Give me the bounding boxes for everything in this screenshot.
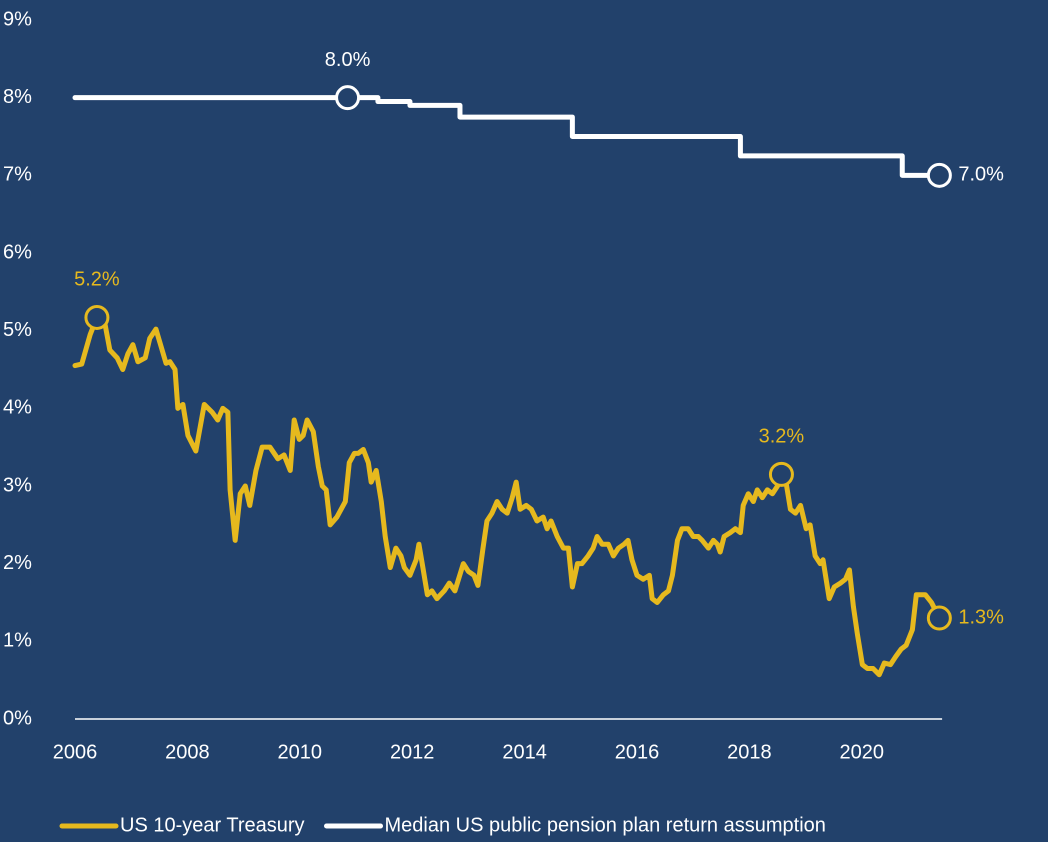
legend-label: Median US public pension plan return ass… [385, 814, 826, 836]
y-tick-label: 2% [3, 552, 32, 574]
legend-label: US 10-year Treasury [120, 814, 305, 836]
annotation-marker [926, 162, 952, 188]
x-tick-label: 2008 [165, 741, 210, 763]
annotation-label: 7.0% [958, 164, 1004, 186]
series-line [72, 95, 942, 178]
annotation-marker [768, 461, 794, 487]
x-tick-label: 2010 [278, 741, 323, 763]
y-tick-label: 3% [3, 474, 32, 496]
annotation-label: 8.0% [325, 49, 371, 71]
annotation-label: 1.3% [958, 606, 1004, 628]
y-tick-label: 4% [3, 397, 32, 419]
y-tick-label: 6% [3, 241, 32, 263]
y-tick-label: 7% [3, 164, 32, 186]
x-tick-label: 2020 [840, 741, 885, 763]
annotation-marker [335, 85, 361, 111]
x-tick-label: 2006 [53, 741, 98, 763]
y-tick-label: 8% [3, 86, 32, 108]
x-tick-label: 2016 [615, 741, 660, 763]
x-tick-label: 2014 [502, 741, 547, 763]
y-tick-label: 9% [3, 8, 32, 30]
annotation-marker [84, 304, 110, 330]
annotation-label: 5.2% [74, 269, 120, 291]
y-tick-label: 0% [3, 707, 32, 729]
x-tick-label: 2012 [390, 741, 435, 763]
series-line [72, 314, 942, 678]
y-tick-label: 1% [3, 630, 32, 652]
x-tick-label: 2018 [727, 741, 772, 763]
annotation-marker [926, 605, 952, 631]
y-tick-label: 5% [3, 319, 32, 341]
annotation-label: 3.2% [759, 426, 805, 448]
